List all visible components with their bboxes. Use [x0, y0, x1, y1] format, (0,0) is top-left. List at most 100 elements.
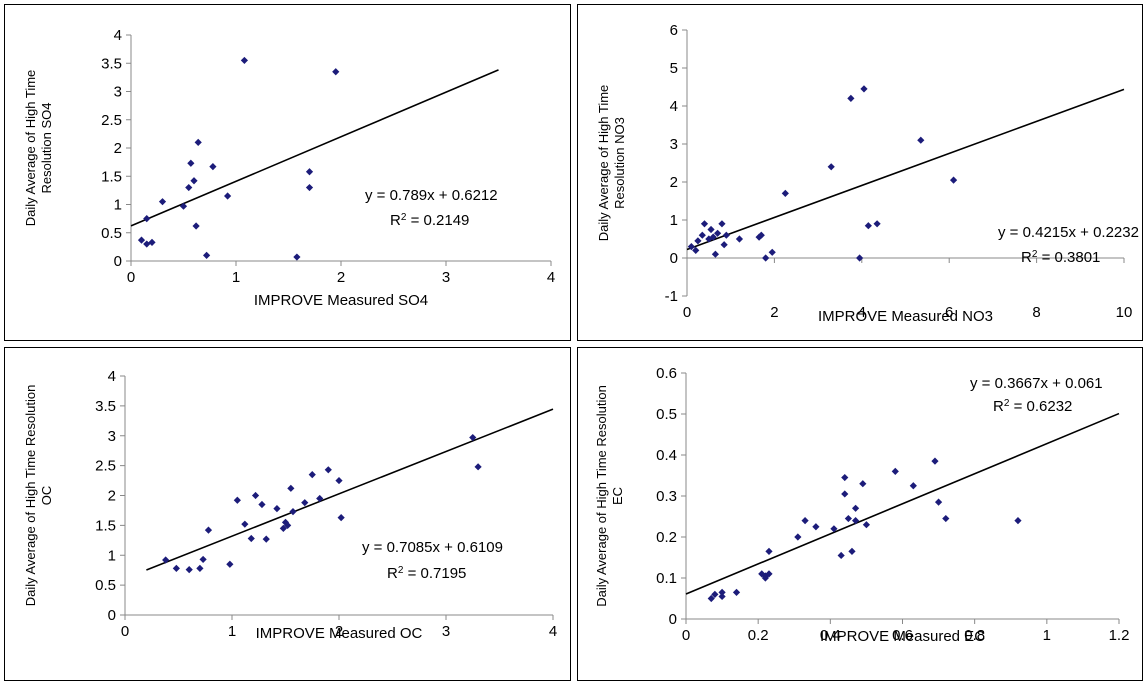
no3-data-point — [856, 254, 864, 262]
oc-data-point — [196, 564, 204, 572]
so4-y-tick-label: 0.5 — [101, 225, 122, 242]
no3-data-point — [700, 220, 709, 228]
ec-data-point — [841, 490, 849, 498]
oc-trendline — [146, 408, 554, 571]
ec-x-tick-label: 0.4 — [820, 627, 841, 644]
oc-data-point — [337, 514, 345, 522]
no3-data-point — [860, 85, 868, 93]
no3-data-point — [768, 248, 776, 256]
ec-x-axis-label: IMPROVE Measured EC — [820, 628, 985, 645]
no3-scatter-chart: -1 0 1 2 3 4 5 6 0 2 4 6 8 10 y = 0.4215x + 0.2232 R2 =… — [596, 22, 1139, 325]
no3-data-point — [718, 220, 726, 228]
oc-y-tick-label: 1.5 — [95, 517, 116, 534]
no3-data-point — [698, 231, 706, 239]
oc-y-tick-label: 3 — [108, 428, 116, 445]
so4-data-point — [137, 236, 146, 244]
no3-data-point — [694, 237, 702, 245]
ec-regression-equation: y = 0.3667x + 0.061 — [970, 375, 1103, 392]
so4-x-tick-label: 4 — [547, 269, 555, 286]
oc-data-point — [258, 500, 266, 509]
ec-data-point — [862, 521, 871, 529]
no3-data-point — [873, 220, 881, 228]
ec-chart-panel: 0 0.1 0.2 0.3 0.4 0.5 0.6 0 0.2 0.4 0.6 0.8 1 1.2 y = … — [577, 347, 1143, 681]
no3-x-axis-label: IMPROVE Measured NO3 — [818, 308, 993, 325]
no3-data-point — [707, 225, 715, 234]
oc-y-tick-label: 3.5 — [95, 398, 116, 415]
oc-x-tick-label: 1 — [228, 623, 236, 640]
no3-x-tick-label: 2 — [770, 304, 778, 321]
so4-data-point — [224, 192, 232, 200]
so4-scatter-chart: 0 0.5 1 1.5 2 2.5 3 3.5 4 0 1 2 3 4 y = 0.789x + 0.621… — [23, 27, 555, 309]
oc-x-tick-label: 4 — [549, 623, 557, 640]
no3-data-point — [827, 163, 835, 171]
no3-y-axis-label: Daily Average of High TimeResolution NO3 — [596, 85, 627, 242]
oc-chart-panel: 0 0.5 1 1.5 2 2.5 3 3.5 4 0 1 2 3 4 y = 0.7085x + 0.61… — [4, 347, 571, 681]
so4-y-axis-label: Daily Average of High TimeResolution SO4 — [23, 70, 54, 227]
oc-r-squared: R2 = 0.7195 — [387, 565, 466, 583]
ec-x-tick-label: 1 — [1043, 627, 1051, 644]
oc-data-point — [316, 494, 324, 503]
oc-x-axis-label: IMPROVE Measured OC — [256, 625, 423, 642]
oc-data-point — [287, 484, 295, 492]
so4-data-point — [332, 68, 340, 76]
no3-y-tick-label: 2 — [670, 174, 678, 191]
ec-data-point — [812, 523, 820, 531]
oc-scatter-chart: 0 0.5 1 1.5 2 2.5 3 3.5 4 0 1 2 3 4 y = 0.7085x + 0.61… — [23, 368, 557, 642]
ec-y-axis-label: Daily Average of High Time ResolutionEC — [594, 385, 625, 607]
oc-data-point — [172, 564, 180, 572]
no3-data-point — [949, 176, 958, 184]
no3-x-tick-label: 6 — [945, 304, 953, 321]
so4-data-point — [305, 168, 314, 176]
no3-y-tick-label: 4 — [670, 98, 678, 115]
ec-y-tick-label: 0.5 — [656, 406, 677, 423]
oc-x-tick-label: 0 — [121, 623, 129, 640]
no3-y-tick-label: -1 — [665, 288, 678, 305]
oc-y-tick-label: 2.5 — [95, 458, 116, 475]
oc-data-point — [185, 565, 193, 574]
ec-data-point — [848, 547, 856, 555]
oc-data-point — [474, 463, 482, 471]
ec-data-point — [801, 517, 809, 525]
oc-y-axis-label: Daily Average of High Time ResolutionOC — [23, 385, 54, 607]
ec-data-point — [859, 480, 867, 488]
no3-data-point — [864, 222, 872, 230]
ec-data-point — [851, 504, 860, 512]
ec-y-tick-label: 0.2 — [656, 529, 677, 546]
so4-data-point — [143, 215, 151, 223]
ec-scatter-chart: 0 0.1 0.2 0.3 0.4 0.5 0.6 0 0.2 0.4 0.6 0.8 1 1.2 y = … — [594, 365, 1129, 645]
so4-data-point — [305, 183, 314, 192]
no3-r-squared: R2 = 0.3801 — [1021, 249, 1100, 267]
so4-y-tick-label: 3.5 — [101, 55, 122, 72]
ec-data-point — [841, 473, 849, 482]
oc-y-tick-label: 2 — [108, 488, 116, 505]
no3-chart-panel: -1 0 1 2 3 4 5 6 0 2 4 6 8 10 y = 0.4215x + 0.2232 R2 =… — [577, 4, 1143, 341]
no3-y-tick-label: 3 — [670, 136, 678, 153]
so4-chart-panel: 0 0.5 1 1.5 2 2.5 3 3.5 4 0 1 2 3 4 y = 0.789x + 0.621… — [4, 4, 571, 341]
ec-trendline — [685, 412, 1120, 595]
no3-data-point — [781, 189, 789, 197]
oc-data-point — [308, 470, 316, 479]
so4-x-axis-label: IMPROVE Measured SO4 — [254, 292, 428, 309]
so4-y-tick-label: 0 — [114, 253, 122, 270]
ec-data-point — [844, 514, 852, 523]
ec-data-point — [1014, 517, 1022, 525]
no3-y-tick-label: 5 — [670, 60, 678, 77]
ec-y-tick-label: 0.1 — [656, 570, 677, 587]
so4-data-point — [203, 251, 211, 259]
no3-data-point — [692, 246, 700, 254]
ec-data-point — [942, 514, 950, 523]
no3-regression-equation: y = 0.4215x + 0.2232 — [998, 224, 1139, 241]
ec-data-point — [934, 498, 943, 506]
so4-y-tick-label: 4 — [114, 27, 122, 44]
ec-data-point — [732, 588, 741, 596]
no3-data-point — [687, 243, 695, 251]
no3-y-tick-label: 6 — [670, 22, 678, 39]
oc-y-tick-label: 0 — [108, 607, 116, 624]
ec-y-tick-label: 0.4 — [656, 447, 677, 464]
oc-data-point — [262, 535, 270, 543]
oc-data-point — [335, 476, 343, 485]
oc-data-point — [289, 508, 297, 516]
ec-data-point — [765, 547, 773, 555]
ec-data-point — [794, 533, 802, 541]
so4-y-tick-label: 2 — [114, 140, 122, 157]
